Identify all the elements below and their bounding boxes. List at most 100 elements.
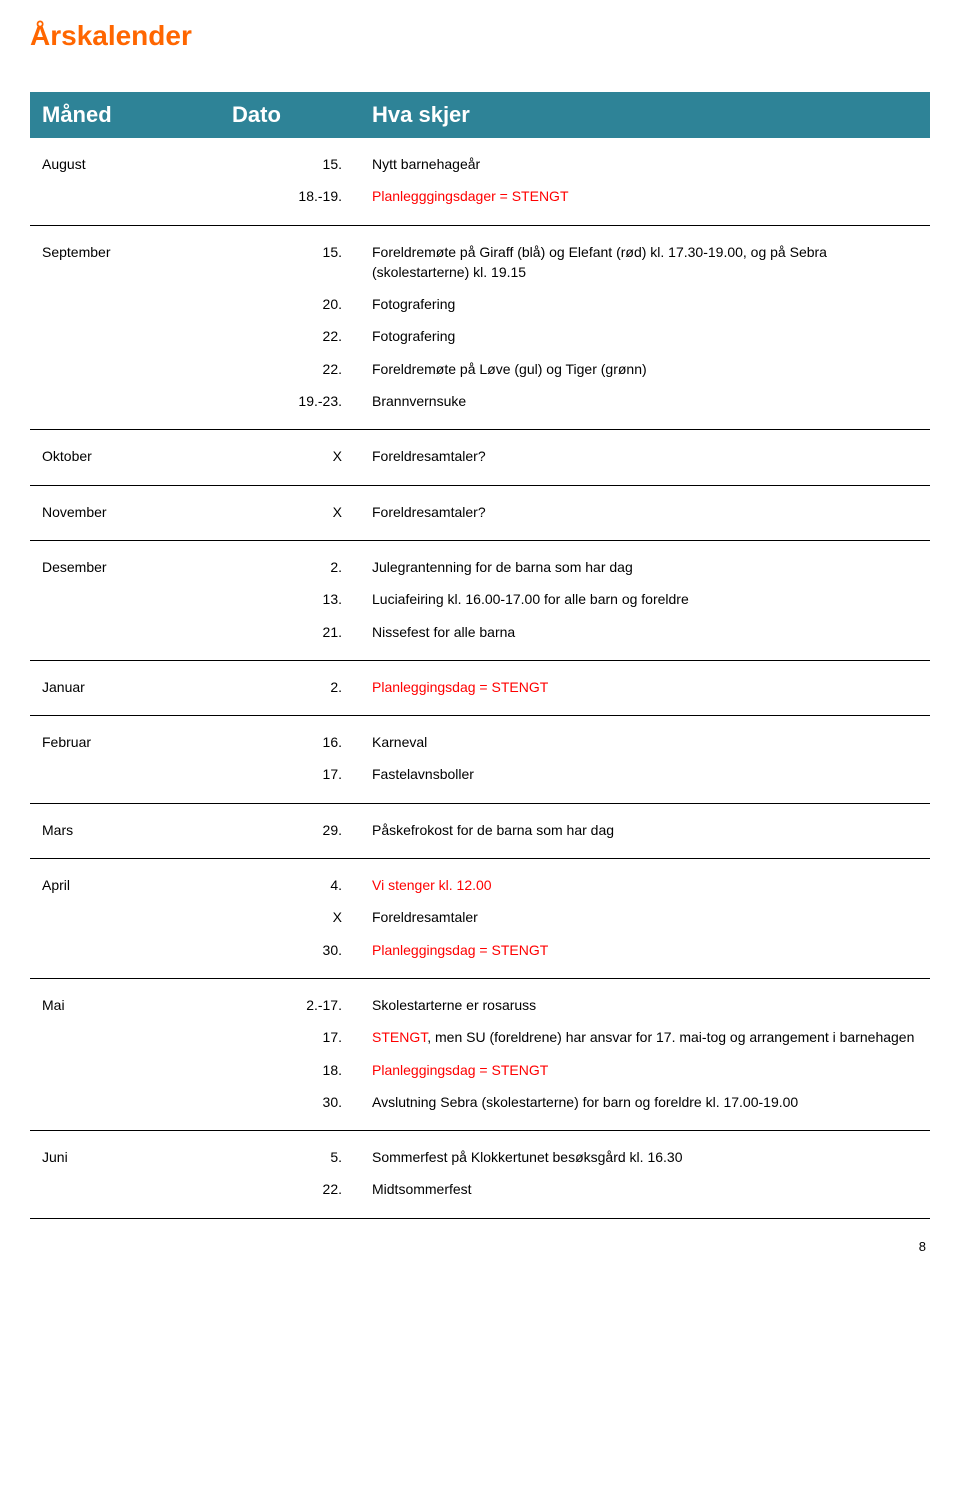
table-row: Mars29.Påskefrokost for de barna som har… — [42, 814, 918, 846]
event-cell: Fotografering — [372, 326, 918, 346]
month-cell: November — [42, 502, 232, 522]
event-cell: Planleggingsdag = STENGT — [372, 1060, 918, 1080]
event-cell: Fotografering — [372, 294, 918, 314]
month-cell — [42, 1179, 232, 1199]
month-cell: Oktober — [42, 446, 232, 466]
date-cell: 4. — [232, 875, 372, 895]
month-cell — [42, 622, 232, 642]
event-cell: Foreldremøte på Løve (gul) og Tiger (grø… — [372, 359, 918, 379]
calendar-section: September15.Foreldremøte på Giraff (blå)… — [30, 226, 930, 431]
table-row: 30.Planleggingsdag = STENGT — [42, 934, 918, 966]
date-cell: 15. — [232, 242, 372, 283]
event-cell: Sommerfest på Klokkertunet besøksgård kl… — [372, 1147, 918, 1167]
calendar-section: August15.Nytt barnehageår18.-19.Planlegg… — [30, 138, 930, 226]
month-cell: Februar — [42, 732, 232, 752]
date-cell: 19.-23. — [232, 391, 372, 411]
month-cell: September — [42, 242, 232, 283]
event-cell: Påskefrokost for de barna som har dag — [372, 820, 918, 840]
month-cell — [42, 1060, 232, 1080]
date-cell: 21. — [232, 622, 372, 642]
date-cell: 22. — [232, 326, 372, 346]
calendar-section: April4.Vi stenger kl. 12.00XForeldresamt… — [30, 859, 930, 979]
month-cell: Januar — [42, 677, 232, 697]
month-cell: Juni — [42, 1147, 232, 1167]
table-row: Mai2.-17.Skolestarterne er rosaruss — [42, 989, 918, 1021]
table-row: 22.Midtsommerfest — [42, 1173, 918, 1205]
month-cell — [42, 359, 232, 379]
table-row: 20.Fotografering — [42, 288, 918, 320]
month-cell — [42, 326, 232, 346]
header-event: Hva skjer — [372, 102, 918, 128]
date-cell: 30. — [232, 1092, 372, 1112]
month-cell: Mai — [42, 995, 232, 1015]
table-row: 13.Luciafeiring kl. 16.00-17.00 for alle… — [42, 583, 918, 615]
calendar-section: Januar2.Planleggingsdag = STENGT — [30, 661, 930, 716]
table-row: Januar2.Planleggingsdag = STENGT — [42, 671, 918, 703]
month-cell: August — [42, 154, 232, 174]
calendar-table-body: August15.Nytt barnehageår18.-19.Planlegg… — [30, 138, 930, 1219]
calendar-section: Mai2.-17.Skolestarterne er rosaruss17.ST… — [30, 979, 930, 1131]
date-cell: 2. — [232, 557, 372, 577]
header-date: Dato — [232, 102, 372, 128]
table-row: 21.Nissefest for alle barna — [42, 616, 918, 648]
event-cell: Planlegggingsdager = STENGT — [372, 186, 918, 206]
date-cell: 13. — [232, 589, 372, 609]
page-title: Årskalender — [30, 20, 930, 52]
table-row: OktoberXForeldresamtaler? — [42, 440, 918, 472]
date-cell: 17. — [232, 764, 372, 784]
month-cell — [42, 186, 232, 206]
date-cell: 29. — [232, 820, 372, 840]
event-cell: Planleggingsdag = STENGT — [372, 940, 918, 960]
table-row: 22.Foreldremøte på Løve (gul) og Tiger (… — [42, 353, 918, 385]
table-row: September15.Foreldremøte på Giraff (blå)… — [42, 236, 918, 289]
table-row: 30.Avslutning Sebra (skolestarterne) for… — [42, 1086, 918, 1118]
month-cell: April — [42, 875, 232, 895]
event-cell: Vi stenger kl. 12.00 — [372, 875, 918, 895]
date-cell: 20. — [232, 294, 372, 314]
table-row: 19.-23.Brannvernsuke — [42, 385, 918, 417]
calendar-section: NovemberXForeldresamtaler? — [30, 486, 930, 541]
page-number: 8 — [30, 1239, 930, 1254]
month-cell — [42, 764, 232, 784]
date-cell: X — [232, 907, 372, 927]
table-header: Måned Dato Hva skjer — [30, 92, 930, 138]
date-cell: 22. — [232, 1179, 372, 1199]
calendar-section: Februar16.Karneval17.Fastelavnsboller — [30, 716, 930, 804]
table-row: 17.Fastelavnsboller — [42, 758, 918, 790]
month-cell — [42, 1027, 232, 1047]
month-cell — [42, 907, 232, 927]
calendar-section: OktoberXForeldresamtaler? — [30, 430, 930, 485]
event-cell: Brannvernsuke — [372, 391, 918, 411]
event-cell: Planleggingsdag = STENGT — [372, 677, 918, 697]
event-cell: Midtsommerfest — [372, 1179, 918, 1199]
month-cell: Desember — [42, 557, 232, 577]
event-cell: Karneval — [372, 732, 918, 752]
header-month: Måned — [42, 102, 232, 128]
event-cell: STENGT, men SU (foreldrene) har ansvar f… — [372, 1027, 918, 1047]
event-cell: Fastelavnsboller — [372, 764, 918, 784]
month-cell — [42, 589, 232, 609]
date-cell: 2. — [232, 677, 372, 697]
table-row: April4.Vi stenger kl. 12.00 — [42, 869, 918, 901]
date-cell: X — [232, 446, 372, 466]
table-row: 18.-19.Planlegggingsdager = STENGT — [42, 180, 918, 212]
date-cell: 18.-19. — [232, 186, 372, 206]
event-cell: Foreldremøte på Giraff (blå) og Elefant … — [372, 242, 918, 283]
date-cell: 15. — [232, 154, 372, 174]
table-row: Desember2.Julegrantenning for de barna s… — [42, 551, 918, 583]
date-cell: 22. — [232, 359, 372, 379]
date-cell: 5. — [232, 1147, 372, 1167]
event-cell: Luciafeiring kl. 16.00-17.00 for alle ba… — [372, 589, 918, 609]
date-cell: 16. — [232, 732, 372, 752]
calendar-section: Desember2.Julegrantenning for de barna s… — [30, 541, 930, 661]
date-cell: 2.-17. — [232, 995, 372, 1015]
table-row: XForeldresamtaler — [42, 901, 918, 933]
table-row: 18.Planleggingsdag = STENGT — [42, 1054, 918, 1086]
month-cell — [42, 294, 232, 314]
table-row: 17.STENGT, men SU (foreldrene) har ansva… — [42, 1021, 918, 1053]
table-row: Februar16.Karneval — [42, 726, 918, 758]
event-cell: Nytt barnehageår — [372, 154, 918, 174]
date-cell: X — [232, 502, 372, 522]
event-cell: Foreldresamtaler — [372, 907, 918, 927]
calendar-section: Juni5.Sommerfest på Klokkertunet besøksg… — [30, 1131, 930, 1219]
